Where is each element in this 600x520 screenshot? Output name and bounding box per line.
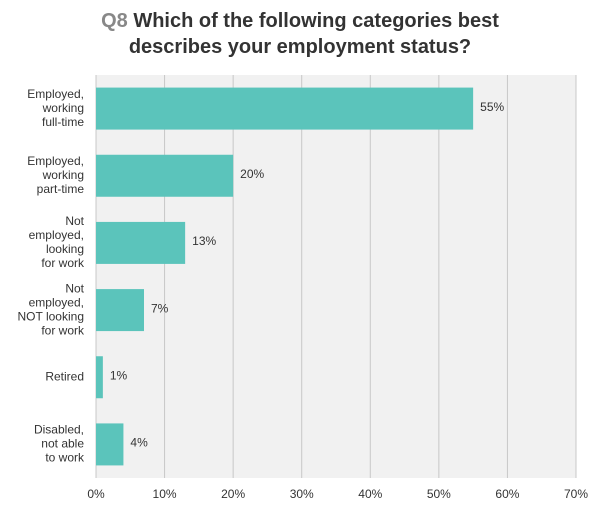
x-tick-label: 60% <box>495 487 519 501</box>
bar <box>96 423 124 466</box>
category-label: Employed, working part-time <box>27 154 84 196</box>
category-label: Not employed, looking for work <box>29 214 85 270</box>
gridlines <box>95 75 577 478</box>
x-axis-ticks: 0% 10% 20% 30% 40% 50% 60% 70% <box>87 487 588 501</box>
x-tick-label: 20% <box>221 487 245 501</box>
data-label: 13% <box>192 234 216 248</box>
x-tick-label: 0% <box>87 487 105 501</box>
bar <box>96 154 234 197</box>
bars: 55% 20% 13% 7% 1% 4% <box>96 87 504 466</box>
category-label: Not employed, NOT looking for work <box>18 281 85 337</box>
x-tick-label: 30% <box>290 487 314 501</box>
bar <box>96 356 103 399</box>
chart-title-line-2: describes your employment status? <box>128 36 472 58</box>
x-tick-label: 70% <box>564 487 588 501</box>
bar <box>96 87 474 130</box>
category-labels: Employed, working full-time Employed, workin… <box>18 87 85 465</box>
data-label: 55% <box>480 100 504 114</box>
data-label: 1% <box>110 368 128 382</box>
data-label: 7% <box>151 301 169 315</box>
x-tick-label: 40% <box>358 487 382 501</box>
title-text-1: Which of the following categories best <box>127 10 499 32</box>
bar <box>96 289 144 332</box>
plot-area <box>96 75 576 478</box>
x-tick-label: 10% <box>153 487 177 501</box>
bar <box>96 221 186 264</box>
category-label: Disabled, not able to work <box>34 423 85 465</box>
data-label: 20% <box>240 167 264 181</box>
x-tick-label: 50% <box>427 487 451 501</box>
data-label: 4% <box>130 436 148 450</box>
chart-title: Q8 Which of the following categories bes… <box>0 8 600 60</box>
question-number: Q8 <box>101 10 128 32</box>
chart-title-line-1: Q8 Which of the following categories bes… <box>0 8 600 34</box>
category-label: Employed, working full-time <box>27 87 84 129</box>
category-label: Retired <box>45 369 84 383</box>
